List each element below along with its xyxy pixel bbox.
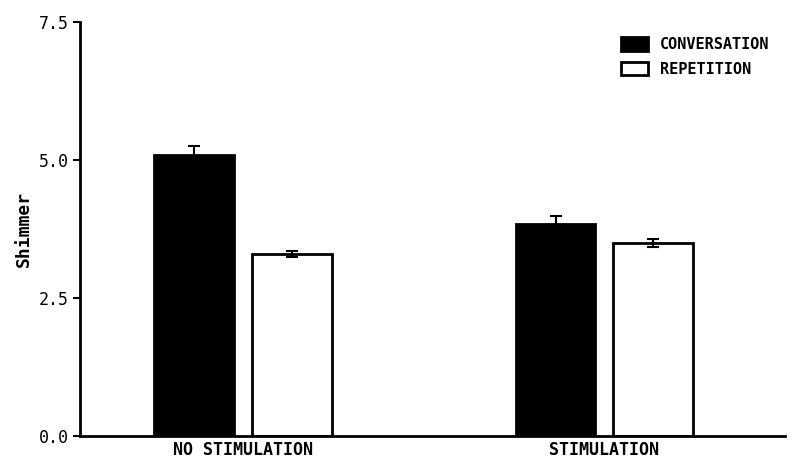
Bar xyxy=(614,243,693,436)
Bar xyxy=(154,155,234,436)
Bar xyxy=(252,254,331,436)
Bar xyxy=(516,224,595,436)
Legend: CONVERSATION, REPETITION: CONVERSATION, REPETITION xyxy=(613,30,778,84)
Y-axis label: Shimmer: Shimmer xyxy=(15,191,33,267)
